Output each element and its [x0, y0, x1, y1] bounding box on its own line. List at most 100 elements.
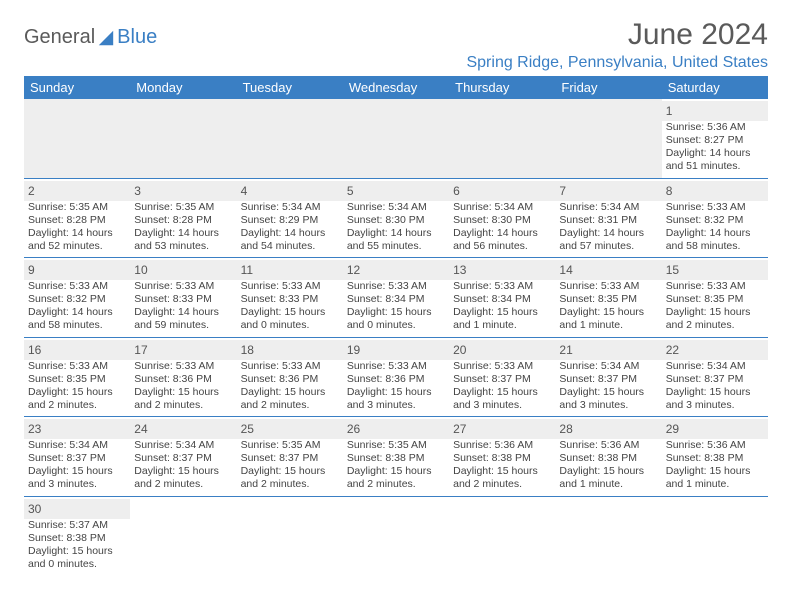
sunrise-label: Sunrise: 5:33 AM	[28, 280, 126, 293]
day-number: 8	[666, 184, 673, 198]
sunrise-label: Sunrise: 5:33 AM	[453, 360, 551, 373]
daylight-label: Daylight: 15 hours	[241, 465, 339, 478]
daylight-label: and 3 minutes.	[453, 399, 551, 412]
sunset-label: Sunset: 8:32 PM	[666, 214, 764, 227]
day-number: 5	[347, 184, 354, 198]
daylight-label: and 51 minutes.	[666, 160, 764, 173]
daylight-label: and 58 minutes.	[666, 240, 764, 253]
weekday-header: Saturday	[662, 76, 768, 99]
sunset-label: Sunset: 8:36 PM	[241, 373, 339, 386]
calendar-cell: 8Sunrise: 5:33 AMSunset: 8:32 PMDaylight…	[662, 178, 768, 258]
day-number: 21	[559, 343, 572, 357]
calendar-cell: 13Sunrise: 5:33 AMSunset: 8:34 PMDayligh…	[449, 258, 555, 338]
daylight-label: and 2 minutes.	[453, 478, 551, 491]
calendar-cell: 22Sunrise: 5:34 AMSunset: 8:37 PMDayligh…	[662, 337, 768, 417]
day-number: 13	[453, 263, 466, 277]
sunrise-label: Sunrise: 5:35 AM	[28, 201, 126, 214]
day-number: 19	[347, 343, 360, 357]
calendar-cell: 1Sunrise: 5:36 AMSunset: 8:27 PMDaylight…	[662, 99, 768, 178]
daylight-label: Daylight: 15 hours	[134, 465, 232, 478]
daylight-label: Daylight: 14 hours	[134, 227, 232, 240]
daylight-label: and 0 minutes.	[241, 319, 339, 332]
sunrise-label: Sunrise: 5:34 AM	[241, 201, 339, 214]
daylight-label: and 1 minute.	[559, 319, 657, 332]
day-number: 30	[28, 502, 41, 516]
sunset-label: Sunset: 8:37 PM	[241, 452, 339, 465]
daylight-label: and 1 minute.	[453, 319, 551, 332]
calendar-cell: 3Sunrise: 5:35 AMSunset: 8:28 PMDaylight…	[130, 178, 236, 258]
sunrise-label: Sunrise: 5:34 AM	[453, 201, 551, 214]
daylight-label: Daylight: 15 hours	[347, 465, 445, 478]
weekday-header: Tuesday	[237, 76, 343, 99]
calendar-cell: 18Sunrise: 5:33 AMSunset: 8:36 PMDayligh…	[237, 337, 343, 417]
calendar-cell: 29Sunrise: 5:36 AMSunset: 8:38 PMDayligh…	[662, 417, 768, 497]
daylight-label: and 3 minutes.	[666, 399, 764, 412]
sunset-label: Sunset: 8:28 PM	[28, 214, 126, 227]
daylight-label: Daylight: 15 hours	[241, 306, 339, 319]
daylight-label: and 53 minutes.	[134, 240, 232, 253]
sunset-label: Sunset: 8:33 PM	[241, 293, 339, 306]
sunrise-label: Sunrise: 5:33 AM	[347, 280, 445, 293]
sunset-label: Sunset: 8:33 PM	[134, 293, 232, 306]
daylight-label: Daylight: 15 hours	[453, 386, 551, 399]
day-number: 26	[347, 422, 360, 436]
sunrise-label: Sunrise: 5:34 AM	[666, 360, 764, 373]
day-number: 12	[347, 263, 360, 277]
header: General Blue June 2024 Spring Ridge, Pen…	[24, 18, 768, 72]
calendar-cell: 24Sunrise: 5:34 AMSunset: 8:37 PMDayligh…	[130, 417, 236, 497]
sunset-label: Sunset: 8:32 PM	[28, 293, 126, 306]
calendar-cell: 25Sunrise: 5:35 AMSunset: 8:37 PMDayligh…	[237, 417, 343, 497]
calendar-cell: 20Sunrise: 5:33 AMSunset: 8:37 PMDayligh…	[449, 337, 555, 417]
day-number: 9	[28, 263, 35, 277]
weekday-header-row: Sunday Monday Tuesday Wednesday Thursday…	[24, 76, 768, 99]
sunset-label: Sunset: 8:27 PM	[666, 134, 764, 147]
sunrise-label: Sunrise: 5:37 AM	[28, 519, 126, 532]
sunrise-label: Sunrise: 5:35 AM	[347, 439, 445, 452]
daylight-label: Daylight: 15 hours	[559, 306, 657, 319]
calendar-cell: 15Sunrise: 5:33 AMSunset: 8:35 PMDayligh…	[662, 258, 768, 338]
daylight-label: and 52 minutes.	[28, 240, 126, 253]
day-number: 10	[134, 263, 147, 277]
calendar-cell: 19Sunrise: 5:33 AMSunset: 8:36 PMDayligh…	[343, 337, 449, 417]
daylight-label: Daylight: 14 hours	[666, 147, 764, 160]
sunset-label: Sunset: 8:30 PM	[453, 214, 551, 227]
day-number: 28	[559, 422, 572, 436]
calendar-cell: 4Sunrise: 5:34 AMSunset: 8:29 PMDaylight…	[237, 178, 343, 258]
day-number: 6	[453, 184, 460, 198]
sunrise-label: Sunrise: 5:33 AM	[241, 280, 339, 293]
header-right: June 2024 Spring Ridge, Pennsylvania, Un…	[466, 18, 768, 72]
calendar-row: 2Sunrise: 5:35 AMSunset: 8:28 PMDaylight…	[24, 178, 768, 258]
calendar-cell: 9 Sunrise: 5:33 AMSunset: 8:32 PMDaylight…	[24, 258, 130, 338]
sunrise-label: Sunrise: 5:34 AM	[559, 360, 657, 373]
sunrise-label: Sunrise: 5:33 AM	[134, 280, 232, 293]
sunset-label: Sunset: 8:36 PM	[347, 373, 445, 386]
daylight-label: and 2 minutes.	[134, 478, 232, 491]
calendar-cell	[130, 496, 236, 575]
calendar-cell: 10Sunrise: 5:33 AMSunset: 8:33 PMDayligh…	[130, 258, 236, 338]
sunset-label: Sunset: 8:35 PM	[666, 293, 764, 306]
sunset-label: Sunset: 8:37 PM	[666, 373, 764, 386]
calendar-cell	[237, 99, 343, 178]
calendar-cell: 28Sunrise: 5:36 AMSunset: 8:38 PMDayligh…	[555, 417, 661, 497]
page-title: June 2024	[466, 18, 768, 52]
logo-text-general: General	[24, 26, 95, 49]
daylight-label: Daylight: 15 hours	[347, 306, 445, 319]
day-number: 17	[134, 343, 147, 357]
calendar-cell: 12Sunrise: 5:33 AMSunset: 8:34 PMDayligh…	[343, 258, 449, 338]
calendar-cell	[343, 99, 449, 178]
daylight-label: Daylight: 15 hours	[666, 386, 764, 399]
day-number: 4	[241, 184, 248, 198]
logo-text-blue: Blue	[117, 26, 157, 49]
calendar-table: Sunday Monday Tuesday Wednesday Thursday…	[24, 76, 768, 575]
calendar-cell: 23Sunrise: 5:34 AMSunset: 8:37 PMDayligh…	[24, 417, 130, 497]
daylight-label: and 55 minutes.	[347, 240, 445, 253]
sunrise-label: Sunrise: 5:36 AM	[559, 439, 657, 452]
daylight-label: Daylight: 14 hours	[28, 306, 126, 319]
day-number: 11	[241, 263, 253, 277]
sunset-label: Sunset: 8:37 PM	[134, 452, 232, 465]
day-number: 16	[28, 343, 41, 357]
daylight-label: Daylight: 14 hours	[28, 227, 126, 240]
sunset-label: Sunset: 8:38 PM	[453, 452, 551, 465]
day-number: 7	[559, 184, 566, 198]
daylight-label: Daylight: 14 hours	[559, 227, 657, 240]
